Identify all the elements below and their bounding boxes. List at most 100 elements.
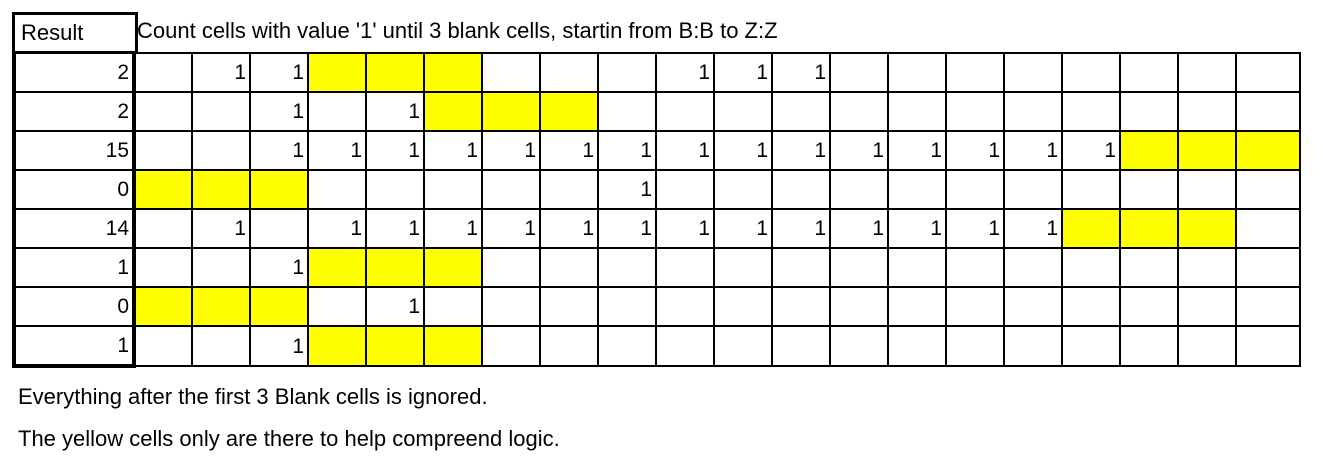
grid-cell[interactable] xyxy=(1061,52,1121,93)
grid-cell[interactable] xyxy=(307,286,367,327)
highlighted-blank-cell[interactable] xyxy=(249,286,309,327)
grid-cell[interactable]: 1 xyxy=(945,130,1005,171)
highlighted-blank-cell[interactable] xyxy=(1119,130,1179,171)
highlighted-blank-cell[interactable] xyxy=(423,247,483,288)
grid-cell[interactable] xyxy=(829,91,889,132)
grid-cell[interactable] xyxy=(713,286,773,327)
grid-cell[interactable] xyxy=(133,52,193,93)
grid-cell[interactable]: 1 xyxy=(423,208,483,249)
grid-cell[interactable]: 1 xyxy=(539,130,599,171)
grid-cell[interactable] xyxy=(1119,52,1179,93)
grid-cell[interactable] xyxy=(655,91,715,132)
grid-cell[interactable] xyxy=(771,169,831,210)
highlighted-blank-cell[interactable] xyxy=(1177,208,1237,249)
grid-cell[interactable]: 1 xyxy=(249,91,309,132)
grid-cell[interactable] xyxy=(887,91,947,132)
highlighted-blank-cell[interactable] xyxy=(1119,208,1179,249)
grid-cell[interactable]: 1 xyxy=(771,52,831,93)
grid-cell[interactable] xyxy=(771,286,831,327)
grid-cell[interactable] xyxy=(1061,169,1121,210)
grid-cell[interactable] xyxy=(1177,169,1237,210)
grid-cell[interactable] xyxy=(771,325,831,367)
grid-cell[interactable] xyxy=(887,325,947,367)
grid-cell[interactable] xyxy=(1235,247,1301,288)
grid-cell[interactable] xyxy=(1177,325,1237,367)
grid-cell[interactable] xyxy=(1235,286,1301,327)
grid-cell[interactable]: 1 xyxy=(597,208,657,249)
grid-cell[interactable] xyxy=(481,169,541,210)
grid-cell[interactable] xyxy=(1235,52,1301,93)
grid-cell[interactable] xyxy=(539,52,599,93)
grid-cell[interactable] xyxy=(597,52,657,93)
grid-cell[interactable] xyxy=(1235,208,1301,249)
highlighted-blank-cell[interactable] xyxy=(481,91,541,132)
result-cell[interactable]: 14 xyxy=(12,208,136,249)
highlighted-blank-cell[interactable] xyxy=(133,169,193,210)
grid-cell[interactable] xyxy=(945,325,1005,367)
grid-cell[interactable] xyxy=(1119,247,1179,288)
grid-cell[interactable]: 1 xyxy=(423,130,483,171)
result-header-cell[interactable]: Result xyxy=(12,12,138,54)
grid-cell[interactable] xyxy=(597,91,657,132)
grid-cell[interactable] xyxy=(713,325,773,367)
grid-cell[interactable] xyxy=(1061,325,1121,367)
grid-cell[interactable] xyxy=(1119,169,1179,210)
grid-cell[interactable]: 1 xyxy=(887,208,947,249)
grid-cell[interactable]: 1 xyxy=(249,325,309,367)
grid-cell[interactable] xyxy=(945,52,1005,93)
grid-cell[interactable] xyxy=(1003,286,1063,327)
grid-cell[interactable]: 1 xyxy=(655,52,715,93)
grid-cell[interactable] xyxy=(1003,325,1063,367)
grid-cell[interactable] xyxy=(365,169,425,210)
highlighted-blank-cell[interactable] xyxy=(191,169,251,210)
grid-cell[interactable] xyxy=(887,52,947,93)
grid-cell[interactable] xyxy=(597,247,657,288)
grid-cell[interactable] xyxy=(539,247,599,288)
grid-cell[interactable] xyxy=(133,247,193,288)
grid-cell[interactable]: 1 xyxy=(249,130,309,171)
grid-cell[interactable] xyxy=(133,208,193,249)
grid-cell[interactable] xyxy=(1177,286,1237,327)
grid-cell[interactable] xyxy=(1003,247,1063,288)
grid-cell[interactable]: 1 xyxy=(249,52,309,93)
grid-cell[interactable] xyxy=(133,130,193,171)
grid-cell[interactable]: 1 xyxy=(249,247,309,288)
grid-cell[interactable]: 1 xyxy=(191,208,251,249)
grid-cell[interactable] xyxy=(655,286,715,327)
grid-cell[interactable] xyxy=(1177,52,1237,93)
grid-cell[interactable] xyxy=(597,286,657,327)
grid-cell[interactable]: 1 xyxy=(597,169,657,210)
grid-cell[interactable]: 1 xyxy=(307,130,367,171)
grid-cell[interactable] xyxy=(423,169,483,210)
highlighted-blank-cell[interactable] xyxy=(1061,208,1121,249)
highlighted-blank-cell[interactable] xyxy=(307,325,367,367)
grid-cell[interactable] xyxy=(655,325,715,367)
grid-cell[interactable] xyxy=(597,325,657,367)
grid-cell[interactable] xyxy=(1119,325,1179,367)
grid-cell[interactable] xyxy=(1235,91,1301,132)
grid-cell[interactable]: 1 xyxy=(713,208,773,249)
result-cell[interactable]: 2 xyxy=(12,91,136,132)
grid-cell[interactable] xyxy=(945,91,1005,132)
grid-cell[interactable] xyxy=(191,247,251,288)
grid-cell[interactable] xyxy=(307,169,367,210)
grid-cell[interactable]: 1 xyxy=(655,130,715,171)
grid-cell[interactable] xyxy=(539,286,599,327)
grid-cell[interactable]: 1 xyxy=(365,91,425,132)
grid-cell[interactable] xyxy=(887,286,947,327)
grid-cell[interactable] xyxy=(1061,247,1121,288)
grid-cell[interactable]: 1 xyxy=(539,208,599,249)
grid-cell[interactable]: 1 xyxy=(481,130,541,171)
grid-cell[interactable] xyxy=(887,247,947,288)
grid-cell[interactable] xyxy=(1177,247,1237,288)
grid-cell[interactable]: 1 xyxy=(1003,208,1063,249)
grid-cell[interactable] xyxy=(539,325,599,367)
grid-cell[interactable] xyxy=(887,169,947,210)
grid-cell[interactable]: 1 xyxy=(365,208,425,249)
grid-cell[interactable] xyxy=(945,169,1005,210)
grid-cell[interactable]: 1 xyxy=(191,52,251,93)
grid-cell[interactable] xyxy=(1235,169,1301,210)
grid-cell[interactable]: 1 xyxy=(829,130,889,171)
grid-cell[interactable] xyxy=(191,325,251,367)
highlighted-blank-cell[interactable] xyxy=(423,52,483,93)
